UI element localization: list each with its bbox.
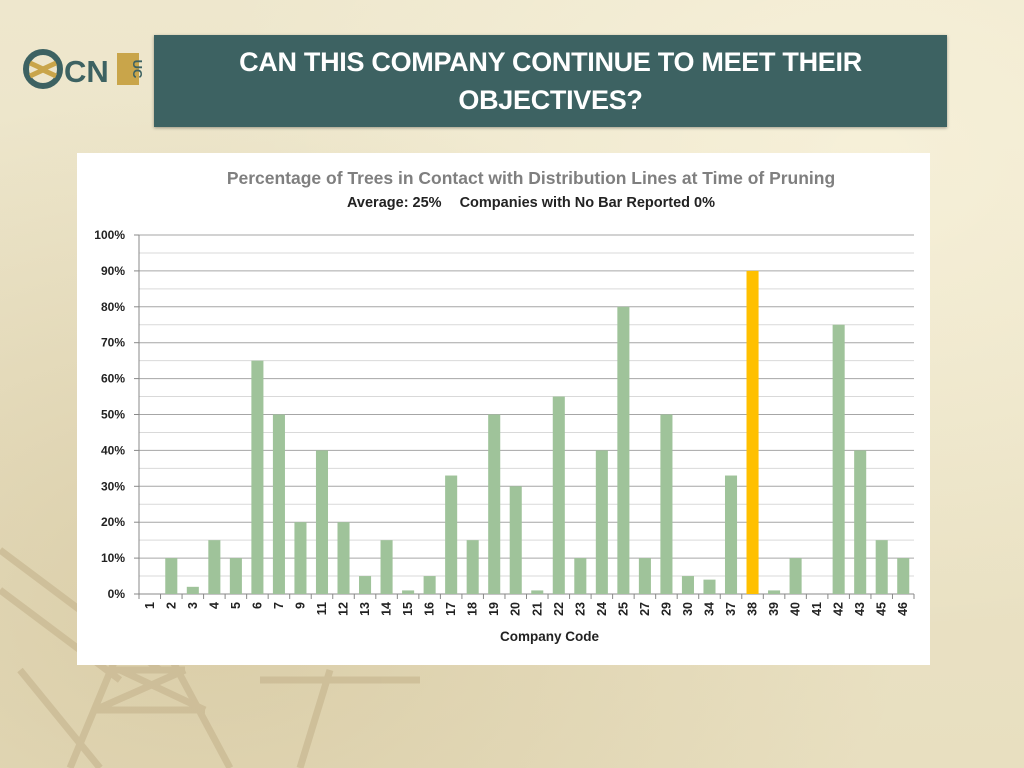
bar-38 [746,270,759,594]
x-tick-label-37: 37 [724,602,738,616]
bar-12 [337,522,350,594]
x-tick-label-5: 5 [229,602,243,609]
cnuc-logo: CN UC [23,49,145,89]
bar-39 [768,590,781,594]
y-tick-label: 80% [101,300,125,314]
bar-22 [552,396,565,594]
x-tick-label-18: 18 [466,602,480,616]
x-tick-label-2: 2 [164,602,178,609]
y-tick-label: 70% [101,336,125,350]
slide-title-banner: CAN THIS COMPANY CONTINUE TO MEET THEIR … [154,35,947,127]
bar-20 [509,486,522,594]
x-tick-label-15: 15 [401,602,415,616]
logo-text-vertical: UC [130,60,145,79]
bar-37 [724,475,738,594]
y-tick-label: 90% [101,264,125,278]
bar-7 [272,414,285,594]
bar-34 [703,579,716,594]
bar-14 [380,540,393,594]
chart-subtitle: Average: 25% Companies with No Bar Report… [77,195,985,211]
bar-chart: 0%10%20%30%40%50%60%70%80%90%100%1 2 3 4 5 6 7… [94,228,915,616]
x-tick-label-41: 41 [810,602,824,616]
bar-43 [854,450,867,594]
x-tick-label-42: 42 [832,602,846,616]
y-tick-label: 40% [101,443,125,457]
x-tick-label-27: 27 [638,602,652,616]
x-tick-label-46: 46 [896,602,910,616]
bar-18 [466,540,479,594]
bar-9 [294,522,307,594]
x-tick-label-6: 6 [250,602,264,609]
y-tick-label: 30% [101,479,125,493]
chart-subtitle-average: Average: 25% [347,195,442,211]
x-tick-label-12: 12 [337,602,351,616]
y-tick-label: 0% [108,587,126,601]
logo-text: CN [64,54,109,89]
bar-15 [402,590,415,594]
x-tick-label-11: 11 [315,602,329,615]
bar-29 [660,414,673,594]
bar-17 [445,475,458,594]
x-tick-label-13: 13 [358,602,372,616]
y-tick-label: 20% [101,515,125,529]
x-tick-label-17: 17 [444,602,458,616]
bar-23 [574,558,587,594]
x-tick-label-24: 24 [595,602,609,616]
y-tick-label: 50% [101,408,125,422]
bar-46 [897,558,910,594]
x-tick-label-39: 39 [767,602,781,616]
x-tick-label-21: 21 [530,602,544,616]
bar-25 [617,306,630,594]
bar-16 [423,576,436,594]
bar-19 [488,414,501,594]
x-axis-label: Company Code [499,629,599,644]
bar-2 [165,558,178,594]
bar-30 [681,576,694,594]
x-tick-label-29: 29 [659,602,673,616]
x-tick-label-22: 22 [552,602,566,616]
bar-45 [875,540,888,594]
bar-6 [251,360,264,594]
y-tick-label: 10% [101,551,125,565]
x-tick-label-45: 45 [875,602,889,616]
bar-42 [832,324,845,594]
x-tick-label-4: 4 [207,602,221,609]
x-tick-label-30: 30 [681,602,695,616]
x-tick-label-3: 3 [186,602,200,609]
y-tick-label: 60% [101,372,125,386]
bar-11 [315,450,329,594]
chart-subtitle-no-bar: Companies with No Bar Reported 0% [459,195,715,211]
bar-4 [208,540,221,594]
x-tick-label-23: 23 [573,602,587,616]
bar-21 [531,590,544,594]
x-tick-label-19: 19 [487,602,501,616]
x-tick-label-34: 34 [702,602,716,616]
x-tick-label-43: 43 [853,602,867,616]
x-tick-label-1: 1 [143,602,157,609]
x-tick-label-38: 38 [746,602,760,616]
bar-27 [638,558,651,594]
x-tick-label-40: 40 [789,602,803,616]
slide-title: CAN THIS COMPANY CONTINUE TO MEET THEIR … [239,47,862,115]
bar-24 [595,450,608,594]
x-tick-label-14: 14 [380,602,394,616]
bar-5 [229,558,242,594]
x-tick-label-7: 7 [272,602,286,609]
x-tick-label-9: 9 [293,602,307,609]
power-tower-graphic [0,547,420,768]
x-tick-label-25: 25 [616,602,630,616]
bar-3 [186,586,199,594]
y-tick-label: 100% [94,228,125,242]
x-tick-label-16: 16 [423,602,437,616]
bar-13 [359,576,372,594]
chart-panel: 0% 10% 20% 30% 40% 50% 60% 70% 80% 90% 100% 1 2 3 4 5 6 7… [77,153,930,665]
chart-title: Percentage of Trees in Contact with Dist… [226,168,836,188]
x-tick-label-20: 20 [509,602,523,616]
bar-40 [789,558,802,594]
